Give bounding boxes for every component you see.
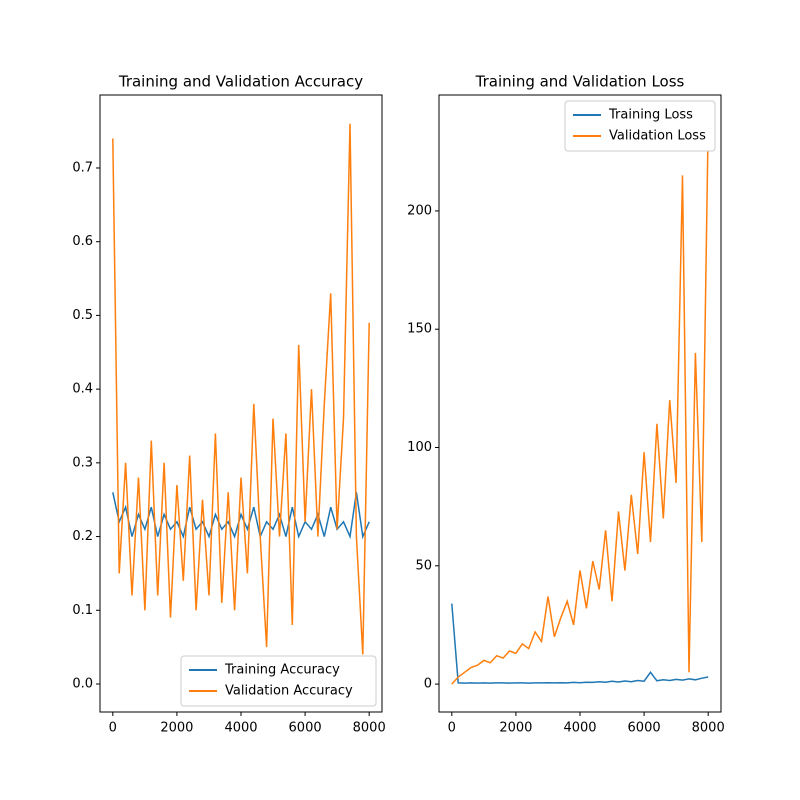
legend-label: Validation Loss [609,129,706,144]
y-tick-label: 0.4 [72,382,93,397]
legend-box [564,100,716,152]
legend-box [180,655,377,707]
chart-title: Training and Validation Accuracy [118,73,363,91]
x-tick-label: 8000 [353,721,386,736]
series-line [112,123,370,655]
x-tick-label: 6000 [628,721,661,736]
x-tick-label: 0 [448,721,456,736]
legend-label: Training Loss [608,108,693,123]
y-tick-label: 50 [415,558,432,573]
series-line [451,603,709,684]
y-tick-label: 0 [424,677,432,692]
y-tick-label: 0.0 [72,676,93,691]
legend-label: Training Accuracy [224,663,340,678]
x-tick-label: 2000 [160,721,193,736]
x-tick-label: 2000 [499,721,532,736]
axes-frame [438,94,722,713]
legend-label: Validation Accuracy [225,684,353,699]
x-tick-label: 0 [109,721,117,736]
y-tick-label: 100 [407,440,432,455]
y-tick-label: 0.1 [72,603,93,618]
y-tick-label: 150 [407,322,432,337]
series-line [451,123,709,685]
y-tick-label: 0.7 [72,160,93,175]
y-tick-label: 0.3 [72,455,93,470]
axes-frame [99,94,383,713]
chart-title: Training and Validation Loss [475,73,685,91]
y-tick-label: 0.2 [72,529,93,544]
y-tick-label: 200 [407,203,432,218]
x-tick-label: 8000 [692,721,725,736]
series-line [112,492,370,540]
x-tick-label: 4000 [224,721,257,736]
y-tick-label: 0.5 [72,308,93,323]
x-tick-label: 6000 [289,721,322,736]
y-tick-label: 0.6 [72,234,93,249]
x-tick-label: 4000 [563,721,596,736]
